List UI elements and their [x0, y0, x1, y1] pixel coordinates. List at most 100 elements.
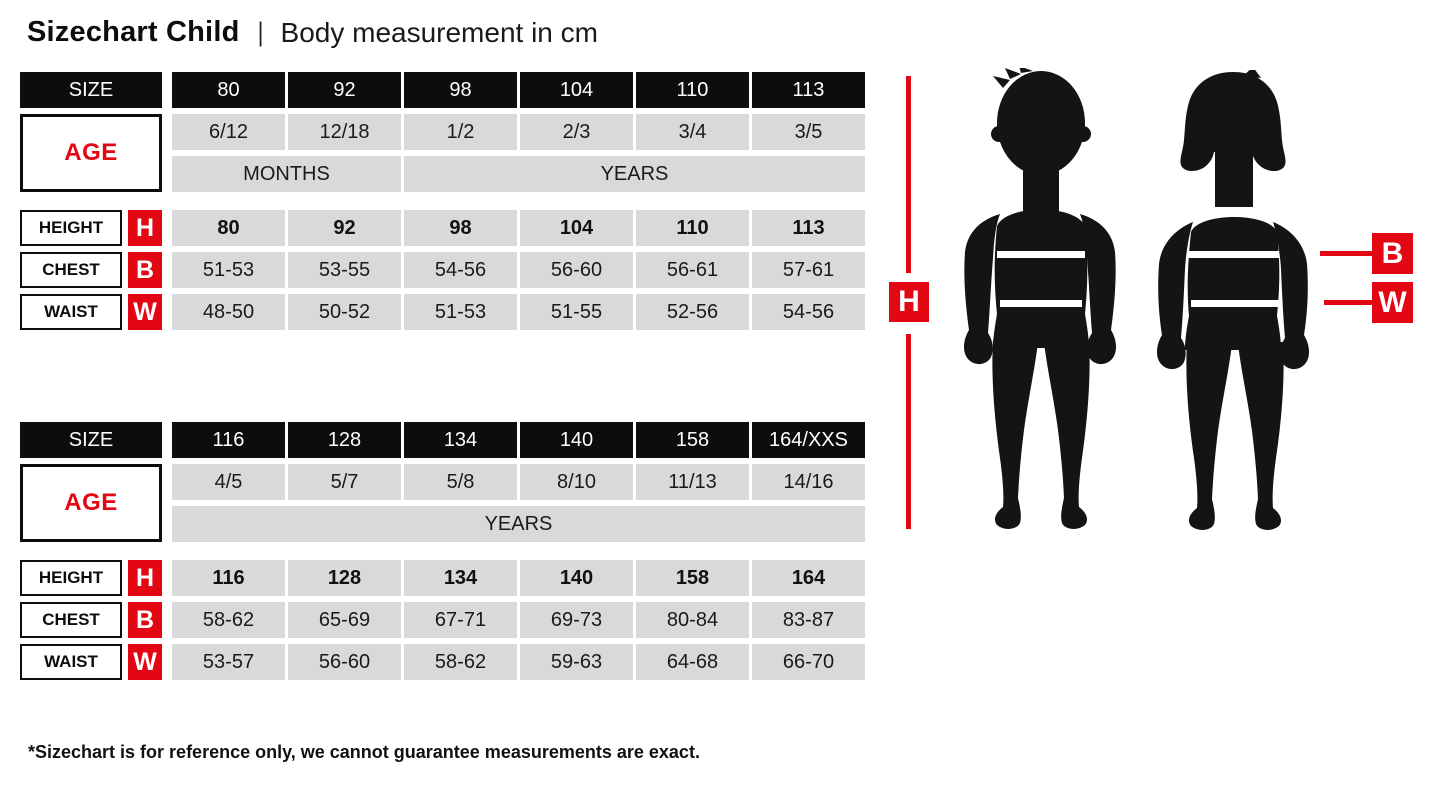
age-value: 12/18: [288, 114, 401, 150]
girl-chest-line: [1187, 251, 1283, 258]
chest-row-label: CHEST B: [20, 602, 162, 638]
waist-value: 51-53: [404, 294, 517, 330]
age-header: AGE: [20, 114, 162, 192]
chest-value: 80-84: [636, 602, 749, 638]
chest-value: 69-73: [520, 602, 633, 638]
chest-label: CHEST: [20, 602, 122, 638]
height-label: HEIGHT: [20, 560, 122, 596]
girl-waist-line: [1191, 300, 1279, 307]
age-value: 1/2: [404, 114, 517, 150]
height-value: 116: [172, 560, 285, 596]
height-badge: H: [128, 560, 162, 596]
page-header: Sizechart Child | Body measurement in cm: [27, 16, 598, 49]
chest-value: 51-53: [172, 252, 285, 288]
boy-ear: [1075, 126, 1091, 142]
chest-value: 53-55: [288, 252, 401, 288]
chest-badge: B: [128, 602, 162, 638]
boy-waist-line: [1000, 300, 1082, 307]
waist-value: 66-70: [752, 644, 865, 680]
age-value: 3/5: [752, 114, 865, 150]
chest-value: 54-56: [404, 252, 517, 288]
waist-label: WAIST: [20, 644, 122, 680]
chest-label: CHEST: [20, 252, 122, 288]
waist-value: 54-56: [752, 294, 865, 330]
waist-value: 50-52: [288, 294, 401, 330]
age-value: 14/16: [752, 464, 865, 500]
girl-left-leg: [1186, 342, 1232, 530]
chest-badge: B: [128, 252, 162, 288]
height-value: 113: [752, 210, 865, 246]
age-unit-years: YEARS: [172, 506, 865, 542]
size-value: 116: [172, 422, 285, 458]
chest-value: 65-69: [288, 602, 401, 638]
height-row-label: HEIGHT H: [20, 560, 162, 596]
boy-chest-line: [997, 251, 1085, 258]
age-header: AGE: [20, 464, 162, 542]
boy-ear: [991, 126, 1007, 142]
boy-left-arm: [963, 214, 1000, 365]
waist-value: 59-63: [520, 644, 633, 680]
age-unit-months: MONTHS: [172, 156, 401, 192]
height-value: 104: [520, 210, 633, 246]
height-measure-line-top: [906, 76, 911, 273]
age-value: 8/10: [520, 464, 633, 500]
girl-left-arm: [1156, 222, 1193, 370]
height-row-label: HEIGHT H: [20, 210, 162, 246]
waist-label: WAIST: [20, 294, 122, 330]
size-value: 104: [520, 72, 633, 108]
height-measure-line-bottom: [906, 334, 911, 529]
height-value: 80: [172, 210, 285, 246]
size-value: 158: [636, 422, 749, 458]
sizechart-table-large: SIZE 116 128 134 140 158 164/XXS AGE 4/5…: [20, 422, 865, 680]
sizechart-table-small: SIZE 80 92 98 104 110 113 AGE 6/12 12/18…: [20, 72, 865, 330]
height-value: 92: [288, 210, 401, 246]
age-value: 2/3: [520, 114, 633, 150]
size-header: SIZE: [20, 422, 162, 458]
chest-value: 56-60: [520, 252, 633, 288]
waist-value: 51-55: [520, 294, 633, 330]
size-value: 80: [172, 72, 285, 108]
size-value: 98: [404, 72, 517, 108]
height-value: 98: [404, 210, 517, 246]
footnote: *Sizechart is for reference only, we can…: [28, 742, 700, 762]
waist-value: 58-62: [404, 644, 517, 680]
chest-value: 83-87: [752, 602, 865, 638]
waist-badge: W: [128, 294, 162, 330]
waist-value: 56-60: [288, 644, 401, 680]
chest-value: 57-61: [752, 252, 865, 288]
boy-torso: [993, 209, 1089, 348]
size-value: 164/XXS: [752, 422, 865, 458]
boy-hair-spike: [1005, 68, 1021, 79]
waist-badge: W: [128, 644, 162, 680]
age-value: 3/4: [636, 114, 749, 150]
size-value: 110: [636, 72, 749, 108]
boy-head: [997, 71, 1085, 175]
age-unit-years: YEARS: [404, 156, 865, 192]
chest-measure-line: [1320, 251, 1372, 256]
size-value: 113: [752, 72, 865, 108]
height-badge: H: [128, 210, 162, 246]
age-value: 6/12: [172, 114, 285, 150]
boy-left-leg: [992, 340, 1038, 529]
chest-measure-badge: B: [1372, 233, 1413, 274]
height-measure-badge: H: [889, 282, 929, 322]
waist-row-label: WAIST W: [20, 294, 162, 330]
chest-value: 58-62: [172, 602, 285, 638]
boy-right-leg: [1044, 340, 1090, 529]
title-separator: |: [257, 17, 263, 47]
waist-value: 64-68: [636, 644, 749, 680]
height-value: 128: [288, 560, 401, 596]
girl-silhouette: [1156, 70, 1310, 530]
age-value: 5/7: [288, 464, 401, 500]
waist-measure-line: [1324, 300, 1372, 305]
boy-hair-spike: [1019, 68, 1033, 73]
girl-right-leg: [1238, 342, 1284, 530]
girl-hair: [1180, 72, 1286, 172]
height-value: 158: [636, 560, 749, 596]
chest-value: 67-71: [404, 602, 517, 638]
age-value: 11/13: [636, 464, 749, 500]
size-value: 134: [404, 422, 517, 458]
boy-hair-spike: [993, 76, 1010, 88]
height-value: 134: [404, 560, 517, 596]
